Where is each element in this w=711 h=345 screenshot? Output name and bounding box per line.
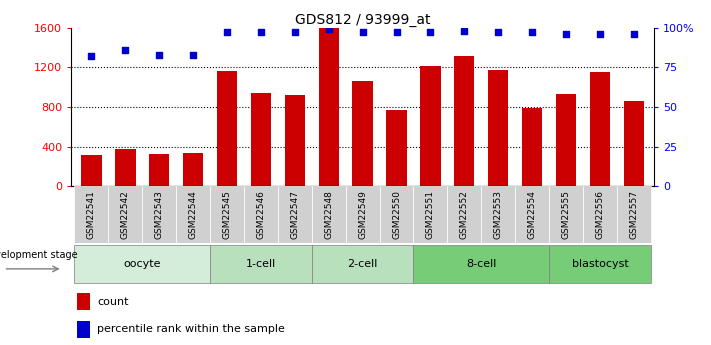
Text: GSM22541: GSM22541 (87, 190, 96, 239)
Bar (589, 72, 610, 186)
Bar (75, 245, 210, 283)
Bar (75, 186, 108, 243)
Point (459, 28, 470, 33)
Bar (81, 155, 102, 186)
Bar (488, 70, 508, 186)
Bar (454, 56, 474, 186)
Text: GSM22557: GSM22557 (629, 190, 638, 239)
Bar (414, 186, 447, 243)
Text: GSM22549: GSM22549 (358, 190, 367, 239)
Text: 8-cell: 8-cell (466, 259, 496, 269)
Bar (115, 149, 136, 186)
Bar (244, 186, 278, 243)
Bar (380, 186, 414, 243)
Bar (353, 81, 373, 186)
Bar (346, 186, 380, 243)
Bar (319, 28, 339, 186)
Bar (77, 293, 90, 310)
Text: GSM22551: GSM22551 (426, 190, 435, 239)
Bar (624, 101, 644, 186)
Bar (515, 186, 549, 243)
Point (188, 52, 199, 57)
Text: 1-cell: 1-cell (246, 259, 276, 269)
Text: GSM22555: GSM22555 (562, 190, 570, 239)
Bar (617, 186, 651, 243)
Point (493, 30, 504, 35)
Point (424, 30, 436, 35)
Point (560, 31, 572, 37)
Bar (183, 152, 203, 186)
Bar (556, 94, 576, 186)
Bar (311, 186, 346, 243)
Text: GSM22545: GSM22545 (223, 190, 232, 239)
Bar (149, 154, 169, 186)
Bar (549, 245, 651, 283)
Point (154, 52, 165, 57)
Bar (108, 186, 142, 243)
Text: GSM22556: GSM22556 (595, 190, 604, 239)
Text: 2-cell: 2-cell (348, 259, 378, 269)
Point (119, 47, 131, 52)
Text: GSM22547: GSM22547 (290, 190, 299, 239)
Bar (414, 245, 549, 283)
Point (628, 31, 639, 37)
Point (323, 27, 334, 32)
Text: GSM22544: GSM22544 (188, 190, 198, 239)
Bar (176, 186, 210, 243)
Text: GSM22543: GSM22543 (155, 190, 164, 239)
Bar (583, 186, 617, 243)
Point (289, 30, 301, 35)
Text: oocyte: oocyte (124, 259, 161, 269)
Text: GSM22553: GSM22553 (493, 190, 503, 239)
Point (526, 30, 538, 35)
Text: GSM22546: GSM22546 (257, 190, 265, 239)
Bar (284, 95, 305, 186)
Title: GDS812 / 93999_at: GDS812 / 93999_at (295, 12, 430, 27)
Bar (217, 71, 237, 186)
Bar (549, 186, 583, 243)
Text: count: count (97, 297, 129, 306)
Bar (278, 186, 311, 243)
Bar (210, 245, 311, 283)
Text: GSM22550: GSM22550 (392, 190, 401, 239)
Bar (447, 186, 481, 243)
Point (221, 30, 232, 35)
Point (86, 53, 97, 59)
Point (357, 30, 368, 35)
Bar (311, 245, 414, 283)
Text: GSM22548: GSM22548 (324, 190, 333, 239)
Bar (210, 186, 244, 243)
Point (255, 30, 267, 35)
Point (391, 30, 402, 35)
Point (594, 31, 606, 37)
Bar (142, 186, 176, 243)
Text: GSM22542: GSM22542 (121, 190, 130, 239)
Bar (481, 186, 515, 243)
Bar (77, 321, 90, 338)
Text: development stage: development stage (0, 250, 77, 260)
Bar (386, 110, 407, 186)
Bar (522, 108, 542, 186)
Bar (420, 66, 441, 186)
Bar (251, 93, 271, 186)
Text: GSM22554: GSM22554 (528, 190, 537, 239)
Text: blastocyst: blastocyst (572, 259, 629, 269)
Text: percentile rank within the sample: percentile rank within the sample (97, 324, 285, 334)
Text: GSM22552: GSM22552 (460, 190, 469, 239)
